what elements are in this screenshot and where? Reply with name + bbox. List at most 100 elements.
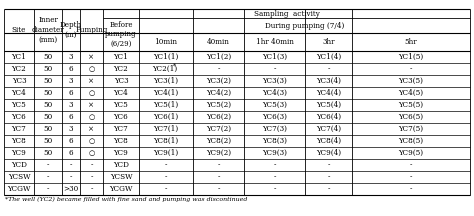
- Text: YC7(3): YC7(3): [262, 125, 287, 133]
- Text: Inner
diameter
(mm): Inner diameter (mm): [32, 16, 64, 44]
- Text: YC5(3): YC5(3): [262, 101, 287, 109]
- Text: -: -: [217, 173, 220, 181]
- Text: -: -: [273, 161, 276, 169]
- Text: YCD: YCD: [113, 161, 129, 169]
- Text: -: -: [410, 185, 412, 193]
- Text: YC3: YC3: [114, 77, 128, 85]
- Text: YC8(5): YC8(5): [399, 137, 424, 145]
- Text: ○: ○: [88, 113, 95, 121]
- Text: YC3(2): YC3(2): [206, 77, 231, 85]
- Text: YC9(3): YC9(3): [262, 149, 287, 157]
- Text: 5hr: 5hr: [405, 38, 417, 46]
- Text: YC2: YC2: [12, 65, 27, 73]
- Text: -: -: [217, 161, 220, 169]
- Text: YC7(5): YC7(5): [399, 125, 424, 133]
- Text: -: -: [410, 161, 412, 169]
- Text: YC1(3): YC1(3): [262, 53, 287, 61]
- Text: YC4: YC4: [12, 89, 27, 97]
- Text: YC4(1): YC4(1): [154, 89, 179, 97]
- Text: YC2(1): YC2(1): [152, 65, 177, 73]
- Text: YC9(1): YC9(1): [154, 149, 179, 157]
- Text: YC8(3): YC8(3): [262, 137, 287, 145]
- Text: 50: 50: [44, 65, 53, 73]
- Text: ○: ○: [88, 65, 95, 73]
- Text: 50: 50: [44, 77, 53, 85]
- Text: YCD: YCD: [11, 161, 27, 169]
- Text: 10min: 10min: [155, 38, 177, 46]
- Text: -: -: [47, 161, 49, 169]
- Text: YC6(5): YC6(5): [399, 113, 424, 121]
- Text: YC9: YC9: [12, 149, 27, 157]
- Text: -: -: [165, 185, 167, 193]
- Text: YC5(1): YC5(1): [154, 101, 179, 109]
- Text: ×: ×: [89, 77, 94, 85]
- Text: Site: Site: [12, 26, 26, 34]
- Text: -: -: [165, 173, 167, 181]
- Text: YC7(1): YC7(1): [154, 125, 179, 133]
- Text: >30: >30: [64, 185, 79, 193]
- Text: 50: 50: [44, 113, 53, 121]
- Text: 1hr 40min: 1hr 40min: [255, 38, 293, 46]
- Text: -: -: [273, 173, 276, 181]
- Text: ×: ×: [89, 125, 94, 133]
- Text: YC1: YC1: [114, 53, 128, 61]
- Text: YC7: YC7: [114, 125, 128, 133]
- Text: YC4(2): YC4(2): [206, 89, 231, 97]
- Text: -: -: [327, 173, 330, 181]
- Text: YC7(2): YC7(2): [206, 125, 231, 133]
- Text: YC5(2): YC5(2): [206, 101, 231, 109]
- Text: 6: 6: [69, 149, 73, 157]
- Text: -: -: [273, 185, 276, 193]
- Text: 50: 50: [44, 89, 53, 97]
- Text: -: -: [327, 65, 330, 73]
- Text: YC3(3): YC3(3): [262, 77, 287, 85]
- Text: 40min: 40min: [207, 38, 230, 46]
- Text: *The well (YC2) became filled with fine sand and pumping was discontinued: *The well (YC2) became filled with fine …: [5, 197, 247, 202]
- Text: YC1(2): YC1(2): [206, 53, 231, 61]
- Text: Pumping: Pumping: [75, 26, 108, 34]
- Text: ×: ×: [89, 101, 94, 109]
- Text: 3: 3: [69, 77, 73, 85]
- Text: -: -: [217, 65, 220, 73]
- Text: YC6(2): YC6(2): [206, 113, 231, 121]
- Text: 50: 50: [44, 53, 53, 61]
- Text: -: -: [70, 161, 72, 169]
- Text: YC4(4): YC4(4): [316, 89, 341, 97]
- Text: YC1(1): YC1(1): [153, 53, 179, 61]
- Text: -: -: [327, 161, 330, 169]
- Text: -: -: [90, 161, 93, 169]
- Text: YCSW: YCSW: [109, 173, 132, 181]
- Text: 3: 3: [69, 101, 73, 109]
- Text: -: -: [410, 173, 412, 181]
- Text: YCGW: YCGW: [109, 185, 133, 193]
- Text: YC5(4): YC5(4): [316, 101, 341, 109]
- Text: YC8(2): YC8(2): [206, 137, 231, 145]
- Text: -: -: [165, 161, 167, 169]
- Text: 50: 50: [44, 137, 53, 145]
- Text: YC5(5): YC5(5): [399, 101, 424, 109]
- Text: -: -: [90, 173, 93, 181]
- Text: YC3(1): YC3(1): [154, 77, 179, 85]
- Text: ○: ○: [88, 89, 95, 97]
- Text: -: -: [70, 173, 72, 181]
- Text: YC4(3): YC4(3): [262, 89, 287, 97]
- Text: -: -: [410, 65, 412, 73]
- Text: YC8(1): YC8(1): [154, 137, 179, 145]
- Text: 6: 6: [69, 113, 73, 121]
- Text: YCGW: YCGW: [7, 185, 31, 193]
- Text: YC8: YC8: [12, 137, 27, 145]
- Text: ○: ○: [88, 149, 95, 157]
- Text: YC3: YC3: [12, 77, 27, 85]
- Text: 3: 3: [69, 125, 73, 133]
- Text: YC6(1): YC6(1): [154, 113, 179, 121]
- Text: 6: 6: [69, 137, 73, 145]
- Text: YC9(5): YC9(5): [399, 149, 424, 157]
- Text: YC6(3): YC6(3): [262, 113, 287, 121]
- Text: 6: 6: [69, 65, 73, 73]
- Text: YC9: YC9: [114, 149, 128, 157]
- Text: YC4(5): YC4(5): [399, 89, 424, 97]
- Text: *: *: [173, 63, 176, 71]
- Text: YC4: YC4: [114, 89, 128, 97]
- Text: YC3(4): YC3(4): [316, 77, 341, 85]
- Text: YC5: YC5: [12, 101, 27, 109]
